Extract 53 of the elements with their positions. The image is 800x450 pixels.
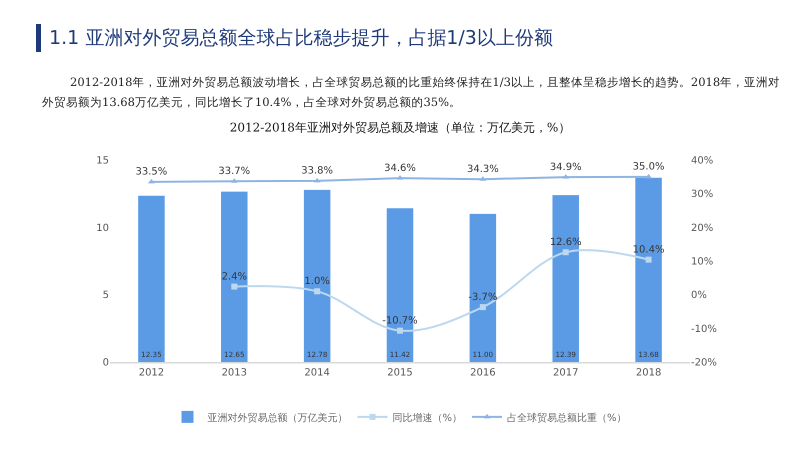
bar — [552, 195, 579, 362]
x-tick-label: 2018 — [636, 368, 662, 378]
data-label: 12.65 — [224, 350, 245, 359]
data-label: 33.7% — [218, 166, 250, 177]
point — [562, 249, 569, 256]
x-tick-label: 2015 — [387, 368, 413, 378]
y-tick-label: 15 — [96, 156, 109, 166]
data-label: 11.00 — [472, 350, 494, 359]
point — [231, 284, 238, 290]
legend-label: 同比增速（%） — [392, 412, 462, 424]
text: 1.1 亚洲对外贸易总额全球占比稳步提升，占据1/3以上份额 — [49, 26, 553, 51]
x-tick-label: 2016 — [470, 368, 496, 378]
legend-label: 亚洲对外贸易总额（万亿美元） — [208, 412, 348, 424]
data-label: 33.5% — [136, 166, 168, 178]
data-label: 2.4% — [222, 271, 247, 282]
data-label: 12.39 — [555, 350, 576, 359]
data-label: 35.0% — [632, 162, 664, 173]
y-tick-label: 10 — [96, 222, 109, 234]
x-tick-label: 2013 — [222, 368, 248, 378]
data-label: 34.6% — [384, 162, 416, 174]
x-tick-label: 2012 — [138, 368, 164, 378]
bar — [304, 190, 330, 362]
point — [314, 288, 320, 294]
y2-tick-label: -10% — [691, 324, 717, 335]
data-label: 34.9% — [550, 162, 582, 173]
data-label: 12.35 — [141, 350, 162, 359]
y2-tick-label: 0% — [691, 290, 707, 302]
text: 2012-2018年，亚洲对外贸易总额波动增长，占全球贸易总额的比重始终保持在1/3以上，且整体呈稳步增长的趋势。2018年，亚洲对外贸易额为13.68万亿美元，同比增长了10.4%，占全球对外贸易总额的35%。 — [42, 74, 782, 111]
bar — [221, 192, 248, 362]
data-label: 13.68 — [638, 350, 660, 359]
data-label: 12.78 — [306, 350, 328, 359]
point — [397, 328, 403, 334]
point — [646, 256, 652, 263]
bar — [470, 214, 496, 362]
y2-tick-label: 30% — [691, 189, 714, 200]
data-label: 1.0% — [304, 276, 330, 288]
point — [480, 304, 486, 310]
data-label: 33.8% — [301, 166, 334, 177]
bar — [635, 178, 662, 362]
legend-label: 占全球贸易总额比重（%） — [507, 412, 627, 424]
bar — [138, 196, 165, 362]
y2-tick-label: 10% — [691, 256, 714, 268]
y-tick-label: 5 — [102, 290, 109, 302]
y2-tick-label: -20% — [691, 358, 717, 368]
y2-tick-label: 20% — [691, 222, 714, 234]
data-label: 11.42 — [390, 350, 410, 359]
y2-tick-label: 40% — [691, 156, 714, 166]
chart-title: 2012-2018年亚洲对外贸易总额及增速（单位：万亿美元，%） — [230, 120, 570, 134]
data-label: 34.3% — [466, 164, 499, 175]
x-tick-label: 2014 — [304, 368, 330, 378]
x-tick-label: 2017 — [552, 368, 578, 378]
y-tick-label: 0 — [102, 358, 109, 368]
point — [396, 175, 404, 180]
